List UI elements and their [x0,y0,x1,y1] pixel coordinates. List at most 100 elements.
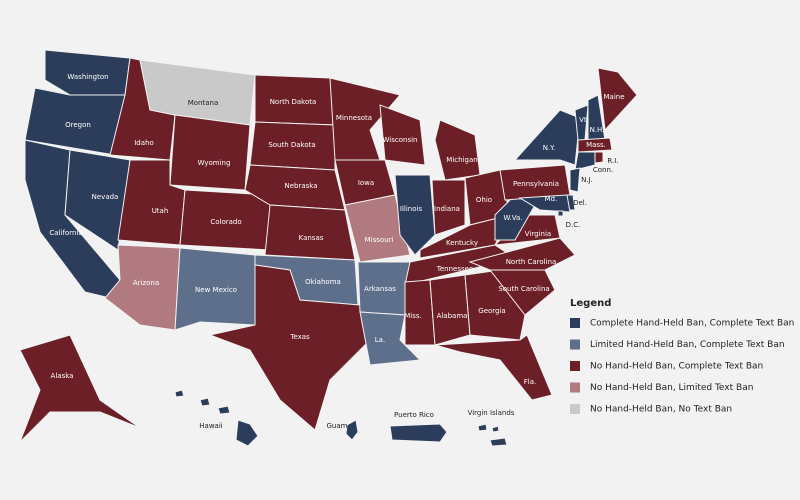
region-label: North Dakota [270,98,317,106]
region-label: Fla. [524,378,537,386]
region-shape [569,167,581,193]
region-label: Arizona [133,279,159,287]
region-label: Idaho [134,139,154,147]
region-label: Michigan [446,156,477,164]
region-shape [174,247,256,331]
legend-title: Legend [570,298,611,309]
region-label: South Carolina [498,285,549,293]
legend-label: No Hand-Held Ban, Limited Text Ban [590,383,753,393]
region-shape [389,423,448,443]
region-label: R.I. [607,157,618,165]
region-shape [574,151,596,171]
region-shape [199,397,211,407]
region-label: Montana [188,99,219,107]
region-shape [477,423,488,432]
region-label: Utah [152,207,169,215]
legend-swatch [570,361,580,371]
region-label: Guam [327,422,348,430]
legend-swatch [570,404,580,414]
region-label: Minnesota [336,114,372,122]
region-label: Tennessee [436,265,473,273]
region-label: Texas [289,333,310,341]
legend-label: No Hand-Held Ban, Complete Text Ban [590,362,763,372]
region-label: D.C. [566,221,581,229]
region-shape [345,419,359,441]
region-shape [394,174,436,256]
region-shape [468,237,576,271]
region-label: Washington [67,73,108,81]
region-label: Nevada [92,193,119,201]
region-shape [19,334,141,443]
region-label: Kansas [299,234,324,242]
labels: Washington Oregon California Nevada Idaho Mon… [49,73,624,430]
region-label: Virgin Islands [468,409,515,417]
region-label: Puerto Rico [394,411,434,419]
region-label: Arkansas [364,285,396,293]
region-label: N.Y. [543,144,556,152]
region-shape [594,151,604,164]
region-shape [518,194,571,213]
region-shape [174,389,185,398]
region-label: Del. [573,199,587,207]
region-label: Conn. [593,166,613,174]
region-shape [434,334,553,401]
region-shape [491,425,500,433]
region-label: Mass. [586,141,606,149]
region-label: Ohio [476,196,492,204]
region-shape [597,67,638,132]
region-label: Colorado [210,218,241,226]
region-shape [429,274,471,346]
region-shape [577,137,613,153]
legend-label: No Hand-Held Ban, No Text Ban [590,405,732,415]
region-shape [217,405,231,415]
region-label: La. [375,336,385,344]
region-label: Illinois [400,205,423,213]
region-label: Maine [603,93,624,101]
legend-swatch [570,339,580,350]
legend-label: Limited Hand-Held Ban, Complete Text Ban [590,340,785,350]
region-label: Indiana [434,205,460,213]
region-label: Miss. [404,312,422,320]
region-shape [379,104,426,166]
region-shape [264,204,356,261]
region-label: Pennsylvania [513,180,559,188]
region-label: Iowa [358,179,374,187]
region-label: Kentucky [446,239,478,247]
region-label: New Mexico [195,286,237,294]
region-shape [169,114,251,191]
region-label: Wyoming [198,159,231,167]
region-label: North Carolina [506,258,557,266]
region-label: Oregon [65,121,91,129]
region-label: Alaska [51,372,74,380]
region-label: Georgia [478,307,505,315]
region-label: Md. [545,195,558,203]
region-label: California [49,229,82,237]
region-shape [208,264,371,431]
region-label: Virginia [525,230,551,238]
region-label: Hawaii [199,422,223,430]
legend-swatch [570,382,580,393]
legend-label: Complete Hand-Held Ban, Complete Text Ba… [590,319,794,329]
region-label: South Dakota [268,141,315,149]
legend: Complete Hand-Held Ban, Complete Text Ba… [570,318,794,415]
region-shape [489,437,508,447]
region-shape [359,311,422,366]
region-label: Vt. [579,116,589,124]
region-shape [431,179,466,236]
legend-swatch [570,318,580,328]
region-label: N.H. [590,126,605,134]
region-label: Alabama [437,312,468,320]
region-label: Missouri [365,236,394,244]
region-shape [557,210,564,217]
region-label: Nebraska [284,182,317,190]
region-label: Oklahoma [305,278,341,286]
region-shape [235,419,259,447]
region-shape [434,119,481,181]
regions [19,49,638,447]
region-shape [329,77,401,161]
region-label: W.Va. [503,214,522,222]
region-label: Wisconsin [383,136,418,144]
region-shape [344,194,411,263]
region-label: N.J. [581,176,593,184]
